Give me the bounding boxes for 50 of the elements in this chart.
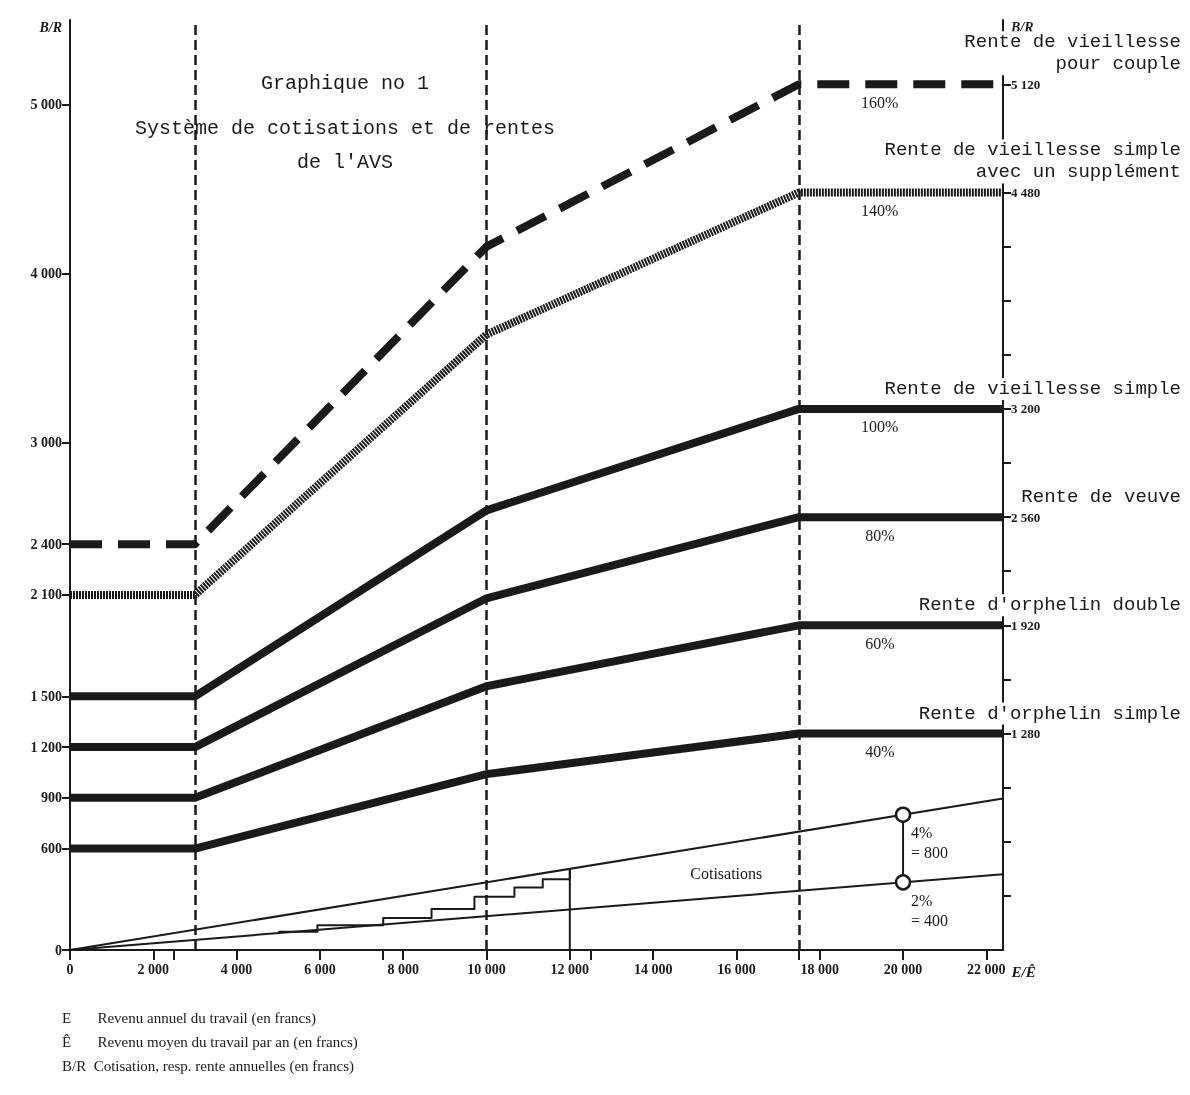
annotation: 4% = 800 [911, 824, 949, 862]
y-tick-label: 4 000 [30, 266, 62, 282]
x-tick-label: 18 000 [800, 961, 839, 977]
annotation: 60% [865, 634, 895, 652]
y2-tick-label: 4 480 [1011, 184, 1041, 200]
y-tick-label: 900 [41, 790, 62, 806]
x-tick-label: 12 000 [550, 961, 590, 977]
x-tick-label: 8 000 [387, 961, 419, 977]
y-tick-label: 1 500 [30, 688, 62, 704]
annotation: 140% [861, 201, 899, 219]
series-label: Rente de vieillesse simple avec un supplément [884, 139, 1181, 184]
x-tick-label: 10 000 [467, 961, 506, 977]
y-tick-label: 5 000 [30, 97, 62, 113]
text: Graphique no 1 [260, 71, 430, 95]
annotation: 2% = 400 [911, 891, 949, 929]
x-tick-label: 6 000 [304, 961, 336, 977]
x-tick-label: 0 [66, 961, 74, 977]
x-tick-label: 20 000 [883, 961, 923, 977]
text: E Revenu annuel du travail (en francs) [62, 1009, 317, 1027]
series-label: Rente de veuve [1021, 486, 1181, 509]
y2-tick-label: 1 280 [1011, 726, 1041, 742]
annotation: Cotisations [690, 864, 763, 882]
y2-tick-label: 1 920 [1011, 617, 1041, 633]
y2-tick-label: 5 120 [1011, 76, 1041, 92]
annotation: 100% [861, 418, 899, 436]
y-tick-label: 3 000 [30, 435, 62, 451]
text: Système de cotisations et de rentes de l'AVS [134, 116, 556, 174]
series-label: Rente d'orphelin simple [918, 702, 1181, 725]
annotation: 80% [865, 526, 895, 544]
text: B/R Cotisation, resp. rente annuelles (en francs) [62, 1057, 355, 1075]
x-tick-label: 2 000 [137, 961, 170, 977]
y-tick-label: 600 [41, 841, 62, 857]
annotation: 160% [861, 93, 899, 111]
series-label: Rente d'orphelin double [918, 594, 1181, 617]
x-tick-label: 16 000 [717, 961, 756, 977]
y-tick-label: 2 100 [30, 587, 62, 603]
series-label: Rente de vieillesse simple [884, 377, 1181, 400]
y-tick-label: 0 [55, 942, 62, 958]
x-tick-label: 4 000 [220, 961, 253, 977]
x-tick-label: 22 000 [967, 961, 1006, 977]
x-axis-title: E/Ê [1010, 963, 1036, 980]
y-tick-label: 2 400 [30, 536, 62, 552]
y-tick-label: 1 200 [30, 739, 62, 755]
text: Ê Revenu moyen du travail par an (en francs) [62, 1033, 358, 1051]
y2-tick-label: 3 200 [1011, 401, 1041, 417]
series-label: Rente de vieillesse pour couple [964, 31, 1181, 76]
x-tick-label: 14 000 [633, 961, 673, 977]
y-axis-title: B/R [38, 19, 62, 35]
annotation: 40% [865, 743, 895, 761]
y2-tick-label: 2 560 [1011, 509, 1041, 525]
